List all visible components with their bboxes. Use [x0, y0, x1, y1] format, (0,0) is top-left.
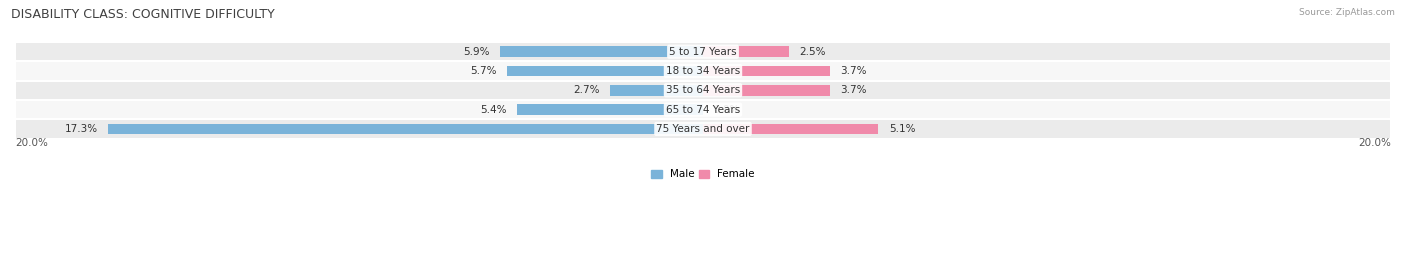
Text: 2.5%: 2.5%	[800, 47, 825, 57]
Text: 5.4%: 5.4%	[481, 104, 508, 115]
Bar	[15, 100, 1391, 119]
Text: 5.7%: 5.7%	[470, 66, 496, 76]
Text: 0.0%: 0.0%	[713, 104, 740, 115]
Bar	[15, 42, 1391, 61]
Text: DISABILITY CLASS: COGNITIVE DIFFICULTY: DISABILITY CLASS: COGNITIVE DIFFICULTY	[11, 8, 276, 21]
Bar	[108, 124, 703, 134]
Text: 5.9%: 5.9%	[463, 47, 489, 57]
Bar	[703, 46, 789, 57]
Bar	[501, 46, 703, 57]
Bar	[517, 104, 703, 115]
Text: 35 to 64 Years: 35 to 64 Years	[666, 85, 740, 95]
Text: 75 Years and over: 75 Years and over	[657, 124, 749, 134]
Bar	[610, 85, 703, 96]
Bar	[15, 119, 1391, 139]
Text: 3.7%: 3.7%	[841, 85, 868, 95]
Text: 18 to 34 Years: 18 to 34 Years	[666, 66, 740, 76]
Text: 20.0%: 20.0%	[15, 139, 48, 148]
Bar	[15, 81, 1391, 100]
Text: Source: ZipAtlas.com: Source: ZipAtlas.com	[1299, 8, 1395, 17]
Text: 17.3%: 17.3%	[65, 124, 97, 134]
Text: 20.0%: 20.0%	[1358, 139, 1391, 148]
Bar	[703, 85, 831, 96]
Text: 5 to 17 Years: 5 to 17 Years	[669, 47, 737, 57]
Bar	[15, 61, 1391, 81]
Legend: Male, Female: Male, Female	[647, 165, 759, 184]
Text: 2.7%: 2.7%	[574, 85, 600, 95]
Bar	[703, 66, 831, 76]
Text: 65 to 74 Years: 65 to 74 Years	[666, 104, 740, 115]
Bar	[703, 124, 879, 134]
Text: 3.7%: 3.7%	[841, 66, 868, 76]
Bar	[508, 66, 703, 76]
Text: 5.1%: 5.1%	[889, 124, 915, 134]
